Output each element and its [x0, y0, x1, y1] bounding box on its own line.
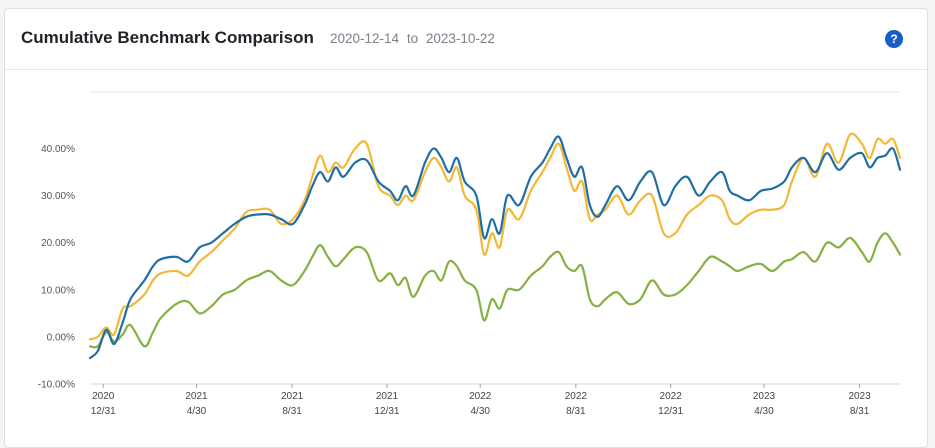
x-tick-monthday: 4/30 — [470, 406, 490, 417]
date-range-start: 2020-12-14 — [330, 31, 400, 46]
x-tick-year: 2021 — [376, 391, 399, 402]
y-tick-label: 10.00% — [41, 285, 75, 296]
x-tick-year: 2022 — [565, 391, 588, 402]
line-chart: -10.00% 0.00% 10.00% 20.00% 30.00% 40.00% 2020… — [38, 91, 902, 417]
x-tick-monthday: 4/30 — [754, 406, 774, 417]
card-title: Cumulative Benchmark Comparison — [21, 28, 314, 47]
y-tick-label: 40.00% — [41, 144, 75, 155]
x-tick-monthday: 12/31 — [91, 406, 116, 417]
x-tick-year: 2020 — [92, 391, 115, 402]
y-tick-label: 20.00% — [41, 238, 75, 249]
y-tick-label: 30.00% — [41, 191, 75, 202]
x-tick-year: 2021 — [185, 391, 208, 402]
x-tick-year: 2022 — [469, 391, 492, 402]
date-range: 2020-12-14 to 2023-10-22 — [330, 31, 495, 46]
x-tick-year: 2023 — [753, 391, 776, 402]
x-tick-year: 2021 — [281, 391, 304, 402]
x-tick-monthday: 12/31 — [658, 406, 683, 417]
benchmark-card: Cumulative Benchmark Comparison 2020-12-… — [4, 8, 928, 448]
x-tick-monthday: 8/31 — [566, 406, 586, 417]
x-tick-monthday: 8/31 — [850, 406, 870, 417]
series-line-2 — [88, 132, 902, 341]
y-tick-label: 0.00% — [47, 332, 75, 343]
x-tick-monthday: 12/31 — [374, 406, 399, 417]
x-tick-year: 2022 — [660, 391, 683, 402]
x-tick-year: 2023 — [848, 391, 871, 402]
y-tick-label: -10.00% — [38, 380, 75, 391]
date-range-separator: to — [406, 31, 419, 46]
x-tick-monthday: 4/30 — [187, 406, 207, 417]
series-line-1 — [88, 135, 902, 360]
date-range-end: 2023-10-22 — [425, 31, 495, 46]
series-line-3 — [88, 232, 902, 349]
help-icon[interactable]: ? — [885, 30, 903, 48]
x-tick-monthday: 8/31 — [282, 406, 302, 417]
card-header: Cumulative Benchmark Comparison 2020-12-… — [5, 9, 927, 70]
